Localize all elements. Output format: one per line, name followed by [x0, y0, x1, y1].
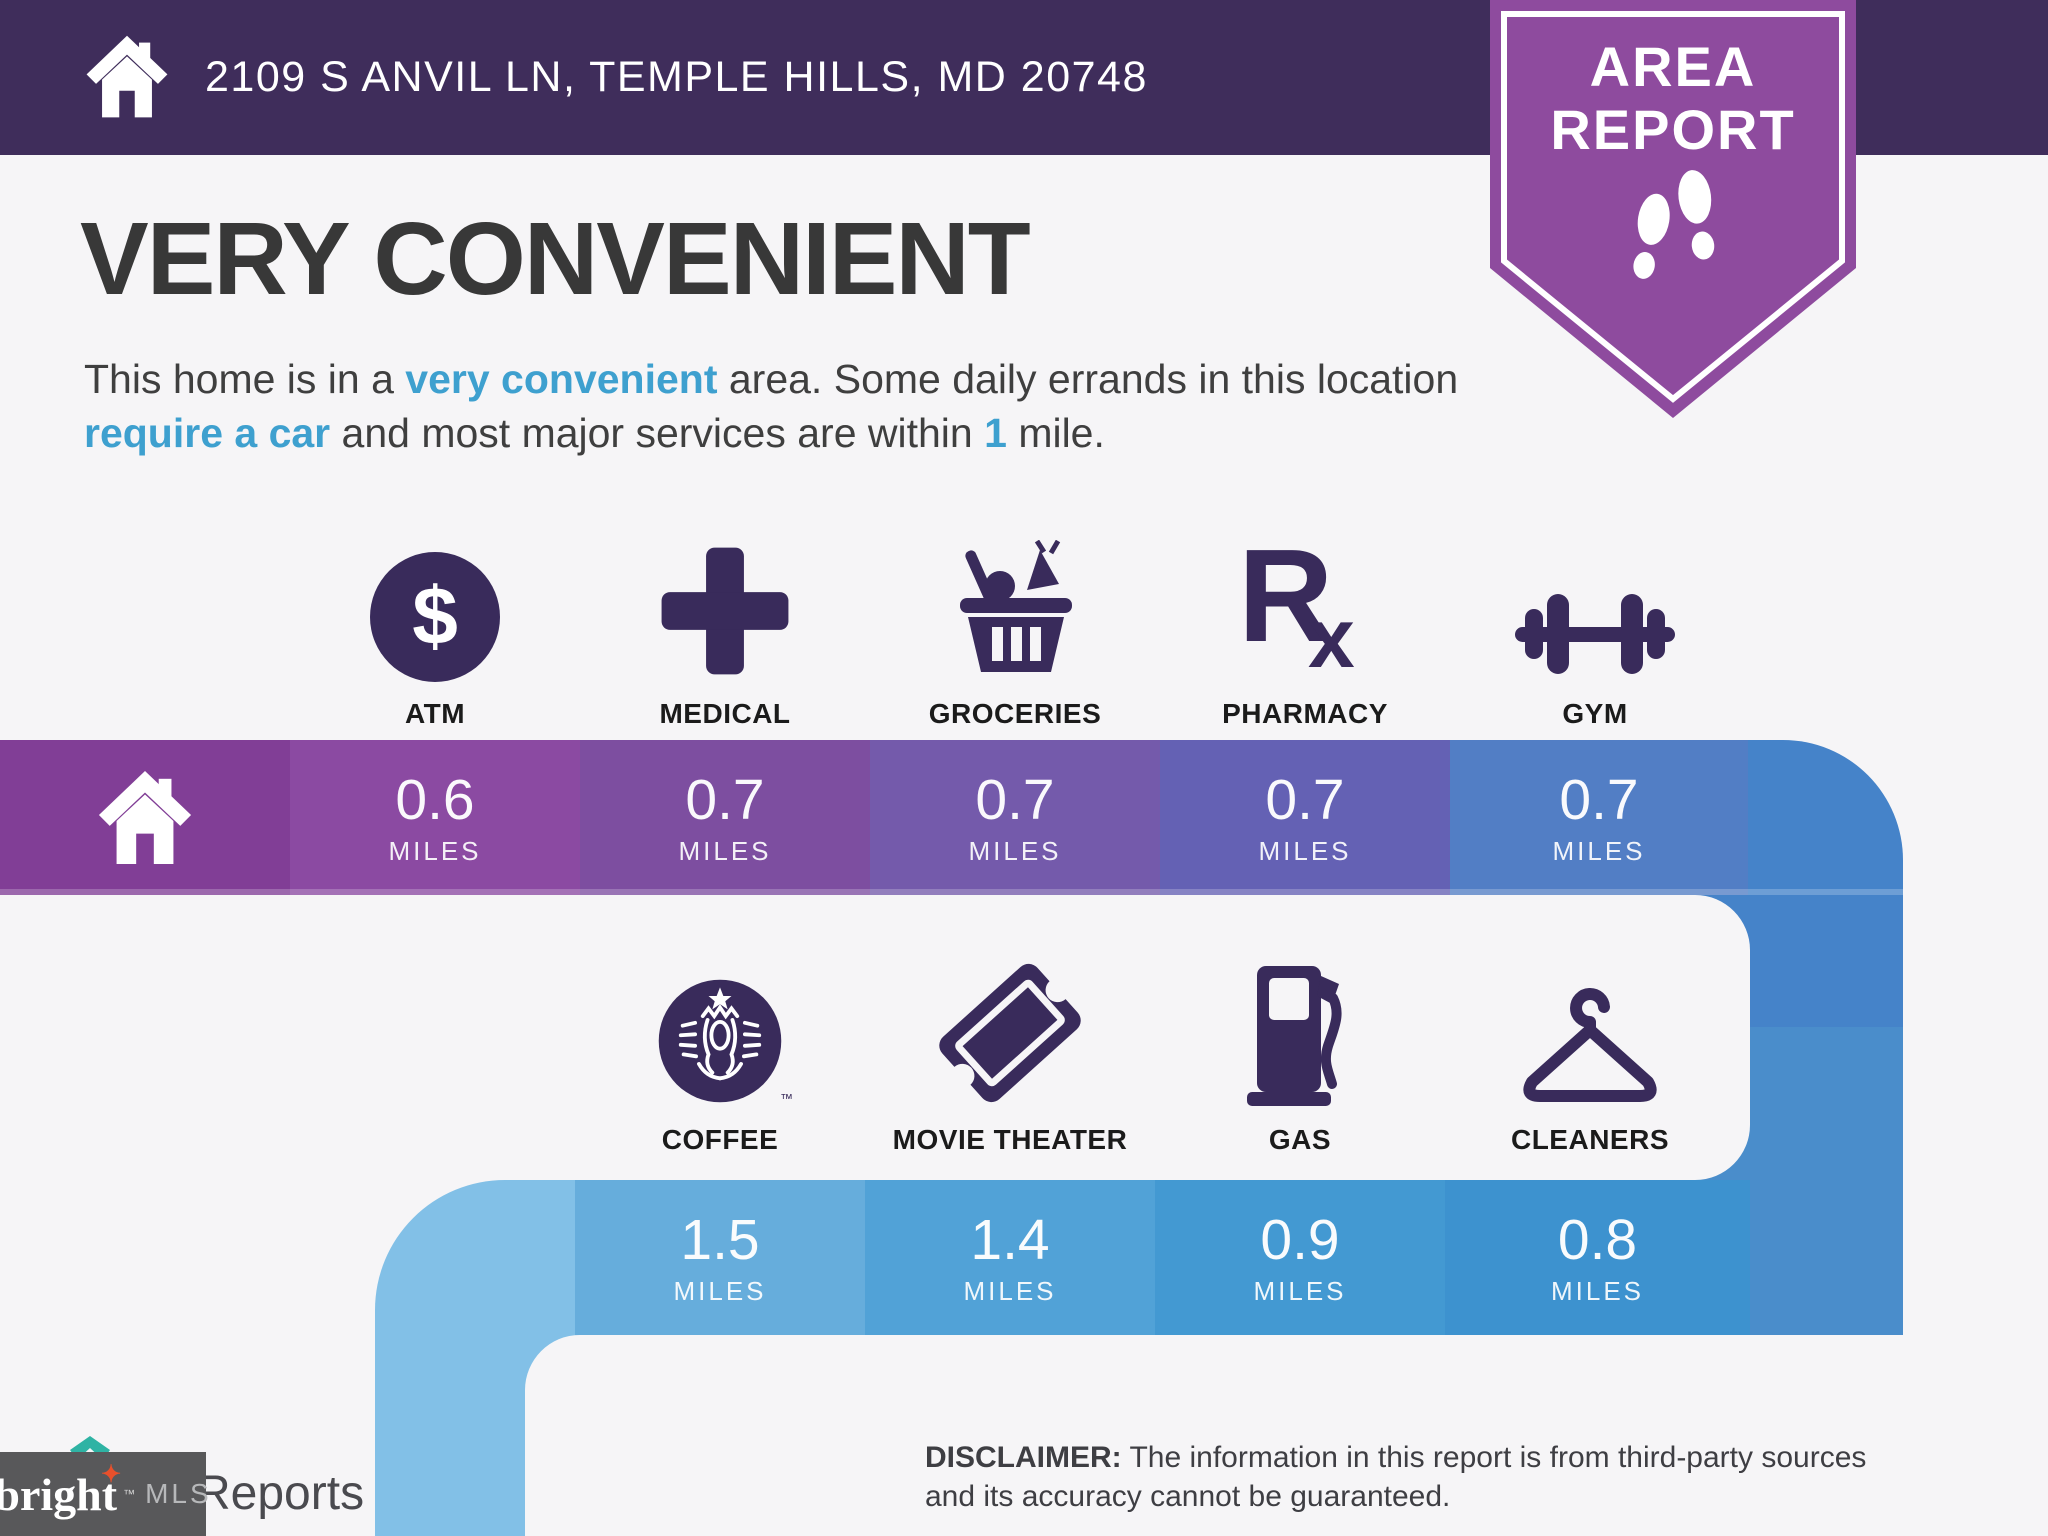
- pharmacy-distance-unit: MILES: [1258, 835, 1352, 866]
- snake-left-elbow: [375, 1180, 605, 1335]
- starbucks-tm-mark: ™: [780, 1091, 793, 1106]
- bright-tm-mark: ™: [123, 1487, 136, 1501]
- house-icon: [86, 35, 168, 118]
- disclaimer-text: DISCLAIMER: The information in this repo…: [925, 1441, 1867, 1513]
- movie-theater-label: MOVIE THEATER: [892, 1124, 1128, 1155]
- medical-label: MEDICAL: [659, 698, 791, 729]
- gym-distance-unit: MILES: [1552, 835, 1646, 866]
- bright-mls-logo: bright ✦ ™ MLS: [0, 1452, 209, 1536]
- coffee-distance-tile: 1.5 MILES: [575, 1180, 865, 1335]
- pharmacy-distance-value: 0.7: [1265, 767, 1345, 832]
- medical-distance-tile: 0.7 MILES: [580, 740, 870, 895]
- ribbon-title: AREA REPORT: [1490, 35, 1856, 161]
- disclaimer-label: DISCLAIMER:: [925, 1441, 1122, 1474]
- gym-label: GYM: [1562, 698, 1628, 729]
- coffee-column: ™ COFFEE: [575, 952, 865, 1156]
- atm-distance-value: 0.6: [395, 767, 475, 832]
- hanger-icon: [1510, 982, 1670, 1108]
- movie-ticket-icon: [934, 958, 1086, 1108]
- pharmacy-label: PHARMACY: [1222, 698, 1388, 729]
- medical-column: MEDICAL: [580, 518, 870, 730]
- gas-distance-value: 0.9: [1260, 1207, 1340, 1272]
- row1-bar-highlight-edge: [0, 889, 1903, 895]
- movie-theater-column: MOVIE THEATER: [865, 952, 1155, 1156]
- home-tile: [0, 740, 290, 895]
- gas-column: GAS: [1155, 952, 1445, 1156]
- groceries-distance-unit: MILES: [968, 835, 1062, 866]
- page-title: VERY CONVENIENT: [80, 201, 1031, 316]
- groceries-distance-tile: 0.7 MILES: [870, 740, 1160, 895]
- atm-label: ATM: [404, 698, 466, 729]
- coffee-distance-value: 1.5: [680, 1207, 760, 1272]
- coffee-label: COFFEE: [661, 1124, 779, 1155]
- atm-distance-unit: MILES: [388, 835, 482, 866]
- summary-text-2: area. Some daily errands in this locatio…: [717, 356, 1459, 402]
- summary-text-1: This home is in a: [84, 356, 406, 402]
- summary-highlight-1: very convenient: [405, 356, 718, 402]
- cleaners-distance-value: 0.8: [1557, 1207, 1638, 1272]
- footer-card-corner: [525, 1335, 1225, 1536]
- cleaners-column: CLEANERS: [1445, 952, 1735, 1156]
- summary-text-4: mile.: [1006, 410, 1105, 457]
- summary-text-3: and most major services are within: [330, 410, 985, 457]
- dollar-circle-icon: $: [370, 552, 500, 682]
- bright-wordmark: bright ✦: [0, 1460, 122, 1520]
- medical-distance-unit: MILES: [678, 835, 772, 866]
- rx-letter-x: x: [1308, 591, 1355, 685]
- atm-distance-tile: 0.6 MILES: [290, 740, 580, 895]
- gym-column: GYM: [1450, 518, 1740, 730]
- rx-icon: R x: [1230, 522, 1380, 685]
- rx-letter-r: R: [1238, 522, 1334, 669]
- starbucks-siren-icon: ™: [653, 974, 793, 1108]
- bright-star-icon: ✦: [100, 1460, 122, 1488]
- ribbon-line1: AREA: [1589, 35, 1757, 98]
- property-address: 2109 S ANVIL LN, TEMPLE HILLS, MD 20748: [205, 53, 1148, 101]
- dollar-symbol: $: [412, 571, 458, 662]
- coffee-distance-unit: MILES: [673, 1275, 767, 1306]
- reports-wordmark: Reports: [196, 1467, 365, 1520]
- gas-distance-tile: 0.9 MILES: [1155, 1180, 1445, 1335]
- movie-theater-distance-value: 1.4: [970, 1207, 1050, 1272]
- grocery-basket-icon: [940, 540, 1090, 682]
- pharmacy-distance-tile: 0.7 MILES: [1160, 740, 1450, 895]
- summary-highlight-3: 1: [984, 410, 1007, 457]
- movie-theater-distance-tile: 1.4 MILES: [865, 1180, 1155, 1335]
- cleaners-label: CLEANERS: [1510, 1124, 1669, 1155]
- icons-card-right-corner: [1150, 895, 1750, 1180]
- pharmacy-column: R x PHARMACY: [1160, 518, 1450, 730]
- mls-wordmark: MLS: [145, 1478, 212, 1509]
- groceries-distance-value: 0.7: [975, 767, 1055, 832]
- groceries-label: GROCERIES: [928, 698, 1102, 729]
- summary-highlight-2: require a car: [84, 410, 331, 457]
- area-report-ribbon: AREA REPORT: [1490, 0, 1856, 422]
- movie-theater-distance-unit: MILES: [963, 1275, 1057, 1306]
- dumbbell-icon: [1515, 586, 1675, 682]
- ribbon-line2: REPORT: [1550, 97, 1796, 161]
- atm-column: $ ATM: [290, 518, 580, 730]
- medical-cross-icon: [654, 540, 796, 682]
- home-icon: [98, 770, 192, 864]
- cleaners-distance-unit: MILES: [1550, 1275, 1645, 1306]
- gas-label: GAS: [1268, 1124, 1332, 1155]
- footprints-icon: [1633, 170, 1715, 279]
- groceries-column: GROCERIES: [870, 518, 1160, 730]
- gym-distance-value: 0.7: [1559, 767, 1639, 832]
- gas-pump-icon: [1237, 962, 1363, 1108]
- medical-distance-value: 0.7: [685, 767, 765, 832]
- gas-distance-unit: MILES: [1253, 1275, 1347, 1306]
- gym-distance-tile: 0.7 MILES: [1450, 740, 1748, 895]
- summary-paragraph: This home is in a very convenient area. …: [84, 352, 1484, 460]
- ribbon-pennant: [1490, 0, 1856, 418]
- cleaners-distance-tile: 0.8 MILES: [1445, 1180, 1750, 1335]
